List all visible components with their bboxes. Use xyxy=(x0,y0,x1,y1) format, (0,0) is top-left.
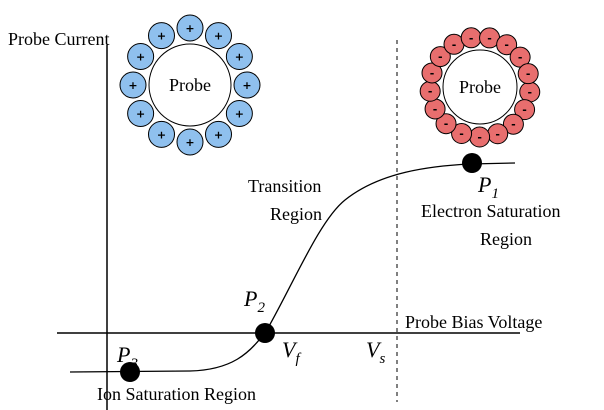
charge-sign: - xyxy=(452,38,457,51)
vs-label: Vs xyxy=(366,337,385,367)
charge-sign: - xyxy=(527,86,532,99)
charge-sign: + xyxy=(136,51,145,64)
charge-sign: - xyxy=(522,104,527,117)
charge-sign: - xyxy=(504,39,509,52)
charge-sign: + xyxy=(242,79,251,92)
charge-sign: - xyxy=(469,32,474,45)
charge-sign: + xyxy=(157,30,166,43)
charge-sign: - xyxy=(477,131,482,144)
x-axis-label: Probe Bias Voltage xyxy=(405,312,542,332)
probe-label: Probe xyxy=(169,75,211,95)
charge-sign: + xyxy=(136,108,145,121)
charge-sign: + xyxy=(185,22,194,35)
charge-sign: + xyxy=(235,108,244,121)
charge-sign: + xyxy=(128,79,137,92)
y-axis-label: Probe Current xyxy=(8,29,109,49)
charge-sign: - xyxy=(430,67,435,80)
charge-sign: - xyxy=(444,118,449,131)
charge-sign: - xyxy=(511,118,516,131)
probe-label: Probe xyxy=(459,77,501,97)
charge-sign: - xyxy=(495,128,500,141)
charge-sign: - xyxy=(433,103,438,116)
p3-label-sub: 3 xyxy=(129,356,138,372)
charge-sign: + xyxy=(214,128,223,141)
p2-label-sub: 2 xyxy=(257,300,265,316)
transition-label: Transition xyxy=(248,176,321,196)
charge-sign: + xyxy=(185,136,194,149)
electron-saturation-label: Region xyxy=(480,229,532,249)
charge-sign: - xyxy=(459,127,464,140)
vf-label-sub: f xyxy=(295,351,301,367)
p3-label-letter: P xyxy=(116,342,130,367)
electron-saturation-label: Electron Saturation xyxy=(421,201,560,221)
charge-sign: + xyxy=(235,51,244,64)
p2-label-letter: P xyxy=(243,286,257,311)
charge-sign: - xyxy=(518,51,523,64)
transition-label: Region xyxy=(270,204,322,224)
p2-label: P2 xyxy=(243,286,265,316)
charge-sign: - xyxy=(526,68,531,81)
charge-sign: - xyxy=(438,51,443,64)
probes: ++++++++++++Probe-----------------Probe xyxy=(120,15,540,155)
charge-sign: + xyxy=(214,30,223,43)
charge-sign: - xyxy=(428,85,433,98)
p1-label-letter: P xyxy=(477,172,491,197)
vs-label-sub: s xyxy=(379,351,385,367)
ion-saturation-label: Ion Saturation Region xyxy=(97,384,256,404)
diagram: ++++++++++++Probe-----------------Probe … xyxy=(0,0,604,410)
point-p2 xyxy=(255,323,275,343)
point-p1 xyxy=(462,153,482,173)
vf-label: Vf xyxy=(282,337,301,367)
charge-sign: + xyxy=(157,128,166,141)
p1-label-sub: 1 xyxy=(491,186,499,202)
p1-label: P1 xyxy=(477,172,499,202)
charge-sign: - xyxy=(487,32,492,45)
